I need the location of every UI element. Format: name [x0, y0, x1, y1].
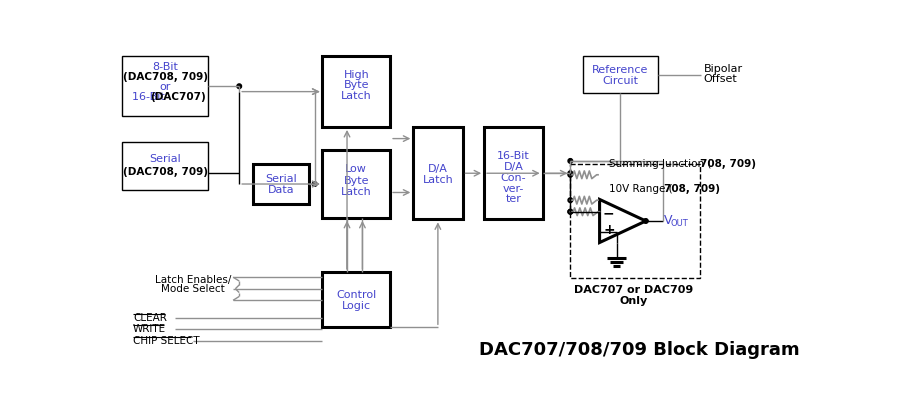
Bar [322, 272, 390, 327]
Text: Only: Only [620, 296, 648, 306]
Text: ver-: ver- [502, 183, 524, 193]
Text: Byte: Byte [343, 80, 369, 90]
Circle shape [568, 198, 572, 203]
Text: CLEAR: CLEAR [133, 313, 167, 323]
Text: (DAC707): (DAC707) [150, 92, 206, 102]
Text: Control: Control [336, 290, 377, 300]
Circle shape [643, 219, 648, 223]
Text: DAC707 or DAC709: DAC707 or DAC709 [574, 285, 693, 295]
Bar [122, 143, 208, 190]
Text: High: High [343, 70, 369, 80]
Text: Circuit: Circuit [602, 76, 639, 86]
Circle shape [237, 84, 241, 88]
Text: 708, 709): 708, 709) [664, 184, 721, 194]
Text: or: or [159, 82, 171, 92]
Text: Latch: Latch [341, 91, 371, 101]
Bar [484, 127, 542, 219]
Circle shape [568, 209, 572, 214]
Text: 16-Bit: 16-Bit [497, 151, 530, 161]
Text: ter: ter [505, 194, 521, 204]
Text: Serial: Serial [265, 174, 297, 184]
Text: Mode Select: Mode Select [161, 284, 225, 294]
Text: Serial: Serial [149, 154, 181, 164]
Circle shape [568, 173, 572, 177]
Text: (DAC708, 709): (DAC708, 709) [123, 72, 207, 82]
Text: −: − [603, 206, 614, 220]
Text: Offset: Offset [703, 73, 737, 83]
Text: 708, 709): 708, 709) [700, 159, 755, 169]
Circle shape [568, 171, 572, 176]
Text: Bipolar: Bipolar [703, 63, 743, 73]
Text: CHIP SELECT: CHIP SELECT [133, 336, 199, 346]
Text: D/A: D/A [428, 164, 448, 174]
Bar [571, 164, 700, 278]
Text: V: V [664, 214, 672, 227]
Text: Summing Junction (: Summing Junction ( [609, 159, 712, 169]
Text: 10V Range (: 10V Range ( [609, 184, 672, 194]
Circle shape [568, 209, 572, 214]
Text: Con-: Con- [501, 173, 526, 183]
Bar [322, 150, 390, 218]
Text: 16-Bit: 16-Bit [132, 92, 168, 102]
Bar [413, 127, 462, 219]
Circle shape [312, 182, 317, 186]
Text: Logic: Logic [341, 301, 371, 311]
Bar [253, 164, 308, 204]
Bar [122, 56, 208, 116]
Bar [582, 56, 658, 93]
Text: Latch Enables/: Latch Enables/ [155, 274, 231, 284]
Bar [322, 56, 390, 127]
Text: Latch: Latch [422, 175, 453, 185]
Circle shape [568, 158, 572, 163]
Text: (DAC708, 709): (DAC708, 709) [123, 167, 207, 177]
Text: Data: Data [268, 185, 294, 195]
Text: Latch: Latch [341, 188, 371, 198]
Text: Low: Low [345, 164, 368, 174]
Text: D/A: D/A [503, 162, 523, 172]
Text: WRITE: WRITE [133, 324, 167, 334]
Text: Byte: Byte [343, 176, 369, 186]
Text: Reference: Reference [592, 65, 649, 75]
Text: DAC707/708/709 Block Diagram: DAC707/708/709 Block Diagram [480, 342, 800, 359]
Text: 8-Bit: 8-Bit [152, 62, 178, 72]
Text: OUT: OUT [671, 219, 688, 228]
Text: +: + [603, 223, 614, 237]
